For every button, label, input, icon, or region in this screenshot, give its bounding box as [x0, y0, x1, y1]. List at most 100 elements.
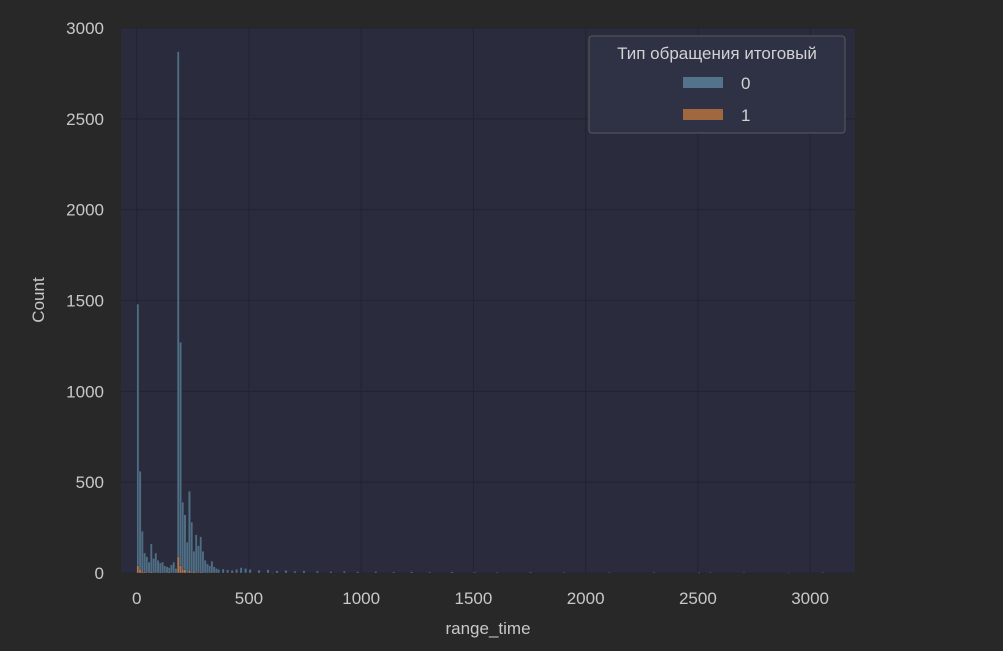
y-tick-label-2: 1000: [66, 382, 104, 401]
bar-series-0-59: [473, 571, 476, 574]
x-tick-label-5: 2500: [679, 589, 717, 608]
bar-series-0-12: [163, 565, 167, 574]
legend-label-1: 1: [741, 106, 750, 125]
bar-series-0-13: [165, 566, 169, 574]
bar-series-1-4: [150, 571, 153, 574]
bar-series-0-41: [239, 567, 243, 574]
x-tick-label-3: 1500: [454, 589, 492, 608]
bar-series-0-6: [150, 543, 153, 574]
bar-series-0-11: [161, 561, 164, 574]
bar-series-0-4: [145, 556, 149, 574]
bar-series-0-60: [495, 572, 499, 574]
x-tick-label-1: 500: [235, 589, 263, 608]
bar-series-0-10: [159, 562, 162, 574]
bar-series-0-29: [201, 551, 205, 574]
bar-series-0-44: [257, 570, 261, 574]
bar-series-0-54: [374, 571, 378, 574]
bar-series-0-3: [143, 552, 146, 574]
y-tick-label-6: 3000: [66, 19, 104, 38]
bar-series-1-13: [199, 571, 202, 574]
bar-series-0-65: [697, 572, 701, 574]
bar-series-0-52: [343, 571, 346, 574]
bar-series-0-0: [136, 303, 140, 574]
bar-series-1-2: [141, 571, 144, 574]
bar-series-0-7: [152, 558, 155, 574]
bar-series-0-16: [172, 561, 176, 574]
bar-series-0-31: [206, 563, 209, 574]
x-tick-label-2: 1000: [342, 589, 380, 608]
y-axis-label: Count: [29, 277, 48, 323]
bar-series-0-43: [248, 569, 252, 574]
bar-series-0-33: [210, 561, 214, 574]
x-tick-label-6: 3000: [791, 589, 829, 608]
bar-series-0-9: [156, 560, 160, 574]
bar-series-0-61: [529, 571, 532, 574]
bar-series-0-2: [141, 531, 144, 574]
legend-title: Тип обращения итоговый: [617, 44, 817, 63]
bar-series-0-40: [235, 569, 238, 574]
x-tick-label-0: 0: [132, 589, 141, 608]
bar-series-1-12: [192, 571, 196, 574]
bar-series-0-24: [190, 521, 193, 574]
bar-series-0-51: [329, 571, 333, 574]
bar-series-0-58: [450, 571, 454, 574]
y-tick-label-1: 500: [76, 473, 104, 492]
bar-series-0-42: [244, 568, 247, 574]
bar-series-1-16: [271, 572, 274, 574]
legend-swatch-1: [683, 109, 723, 120]
y-tick-label-4: 2000: [66, 201, 104, 220]
bar-series-1-14: [208, 571, 211, 574]
bar-series-0-55: [392, 571, 395, 574]
y-tick-label-0: 0: [95, 564, 104, 583]
legend: Тип обращения итоговый 0 1: [588, 35, 846, 134]
bar-series-0-64: [652, 572, 656, 574]
bar-series-0-30: [203, 560, 207, 574]
bar-series-0-56: [410, 571, 413, 574]
bar-series-0-62: [563, 572, 566, 574]
tick-labels: 0 500 1000 1500 2000 2500 3000 0 500 1000 1500 2000…: [66, 19, 829, 608]
bar-series-1-1: [138, 569, 142, 574]
bar-series-0-18: [176, 51, 180, 574]
bars: [136, 51, 824, 574]
bar-series-1-7: [176, 556, 180, 574]
bar-series-0-68: [787, 572, 791, 574]
y-tick-label-3: 1500: [66, 292, 104, 311]
bar-series-0-67: [742, 572, 746, 574]
bar-series-1-15: [226, 572, 229, 574]
bar-series-1-0: [136, 565, 140, 574]
bar-series-0-45: [266, 569, 270, 574]
bar-series-0-63: [607, 572, 611, 574]
bar-series-1-10: [183, 569, 187, 574]
bar-series-0-66: [708, 572, 712, 574]
bar-series-0-26: [194, 534, 198, 574]
bar-series-0-34: [212, 566, 216, 574]
bar-series-0-49: [302, 570, 306, 574]
x-tick-label-4: 2000: [567, 589, 605, 608]
y-tick-label-5: 2500: [66, 110, 104, 129]
grid: [121, 27, 855, 574]
bar-series-0-20: [181, 501, 185, 574]
x-axis-label: range_time: [445, 619, 530, 638]
bar-series-0-21: [183, 514, 187, 574]
bar-series-0-23: [188, 491, 191, 574]
bar-series-1-5: [159, 571, 162, 574]
legend-swatch-0: [683, 77, 723, 88]
bar-series-0-19: [179, 342, 182, 574]
bar-series-0-15: [170, 564, 173, 574]
bar-series-0-36: [217, 569, 220, 574]
bar-series-0-37: [221, 568, 225, 574]
bar-series-0-8: [154, 552, 158, 574]
bar-series-0-53: [356, 571, 360, 574]
bar-series-0-17: [174, 568, 178, 574]
bar-series-0-1: [138, 471, 142, 574]
bar-series-1-6: [167, 571, 171, 574]
bar-series-1-11: [188, 570, 191, 574]
bar-series-0-5: [147, 561, 151, 574]
bar-series-0-47: [284, 570, 288, 574]
bar-series-0-39: [230, 570, 234, 574]
legend-label-0: 0: [741, 74, 750, 93]
bar-series-1-3: [143, 571, 146, 574]
bar-series-0-22: [185, 541, 189, 574]
bar-series-0-46: [275, 570, 279, 574]
